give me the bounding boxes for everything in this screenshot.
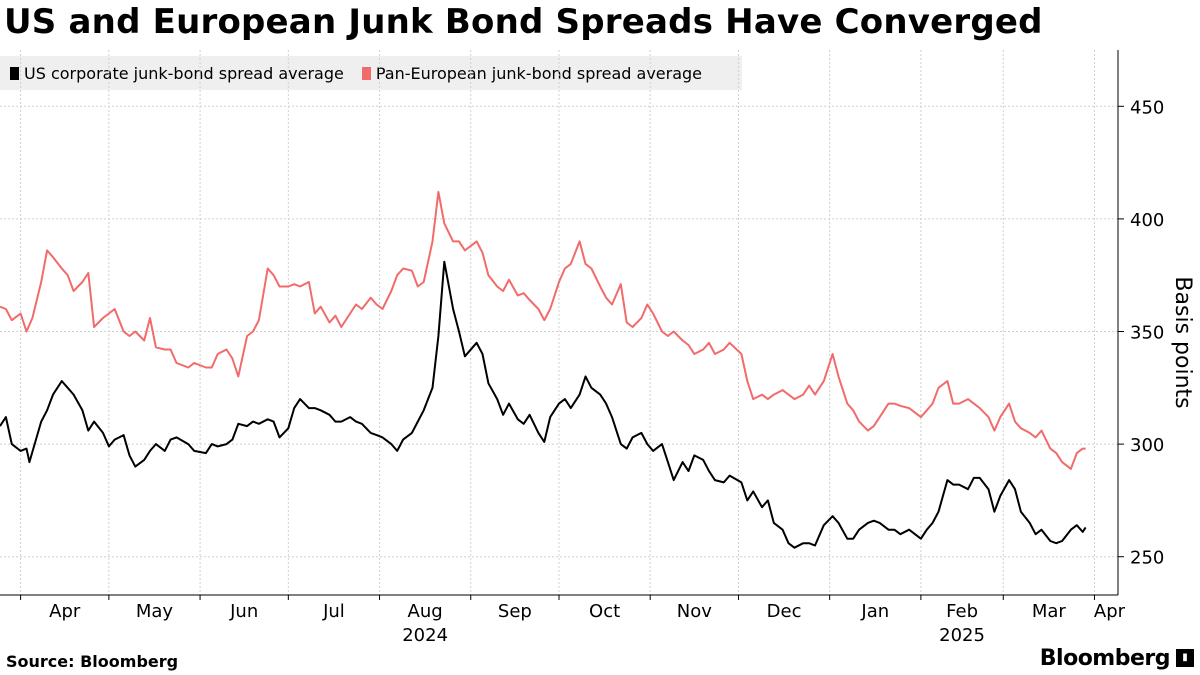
x-tick-label-jun-2: Jun [229,601,258,622]
x-tick-label-nov-7: Nov [677,601,712,622]
legend-item-eu: Pan-European junk-bond spread average [361,63,703,83]
legend-swatch-us [10,66,19,80]
chart-title: US and European Junk Bond Spreads Have C… [4,2,1043,42]
y-tick-label-450: 450 [1130,97,1164,118]
legend-label-us: US corporate junk-bond spread average [24,63,344,83]
brand-logo: Bloomberg [1039,646,1171,671]
y-tick-label-400: 400 [1130,210,1164,231]
series-line-eu [0,190,1086,470]
x-tick-label-apr-12: Apr [1094,601,1126,622]
x-tick-label-dec-8: Dec [767,601,802,622]
legend-item-us: US corporate junk-bond spread average [10,64,344,83]
x-tick-label-aug-4: Aug [408,601,443,622]
x-year-label-2025: 2025 [939,625,985,646]
y-tick-label-350: 350 [1130,323,1164,344]
x-tick-label-feb-10: Feb [946,601,978,622]
x-tick-label-jul-3: Jul [322,601,345,622]
x-tick-label-oct-6: Oct [589,601,620,622]
x-year-label-2024: 2024 [402,625,448,646]
y-tick-label-300: 300 [1130,435,1164,456]
x-tick-label-sep-5: Sep [498,601,532,622]
legend-swatch-eu [361,66,371,80]
x-tick-label-mar-11: Mar [1032,601,1067,622]
x-tick-label-apr-0: Apr [49,601,81,622]
legend-label-eu: Pan-European junk-bond spread average [375,63,703,83]
y-axis-label: Basis points [1170,276,1195,408]
series-line-us [0,260,1087,549]
y-tick-label-250: 250 [1130,548,1164,569]
x-tick-label-jan-9: Jan [860,601,889,622]
source-note: Source: Bloomberg [6,652,179,671]
bloomberg-mark-icon: ▮ [1176,649,1194,667]
x-tick-label-may-1: May [136,601,174,622]
legend: US corporate junk-bond spread average Pa… [0,56,742,90]
